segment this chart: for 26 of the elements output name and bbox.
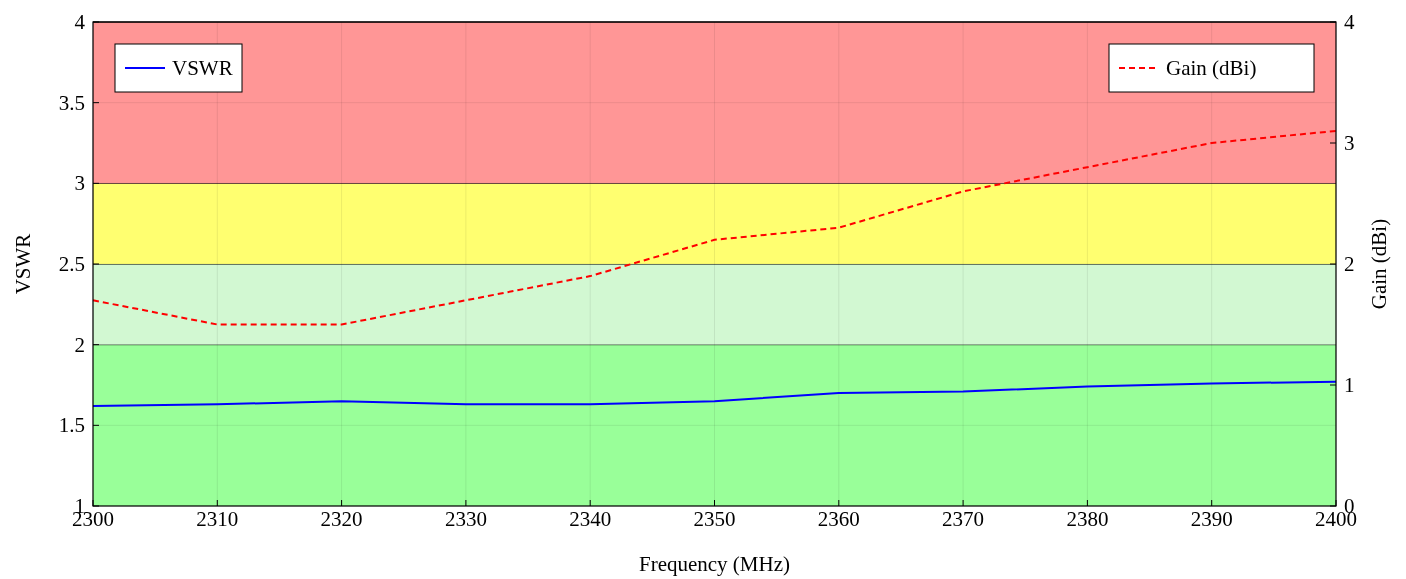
- x-tick-label: 2320: [320, 507, 363, 531]
- y2-tick-label: 2: [1344, 252, 1355, 276]
- y-tick-label: 4: [74, 10, 86, 34]
- y-axis-title: VSWR: [11, 233, 35, 295]
- line-series: [92, 129, 1337, 326]
- y-tick-label: 3.5: [58, 90, 85, 115]
- y2-axis-title: Gain (dBi): [1367, 218, 1391, 310]
- line-series: [92, 380, 1337, 407]
- y-tick-label: 2: [74, 332, 85, 357]
- x-tick-label: 2360: [817, 507, 860, 531]
- legend-label: VSWR: [172, 56, 233, 80]
- x-axis-title: Frequency (MHz): [638, 552, 791, 576]
- x-tick-label: 2330: [444, 507, 487, 531]
- x-tick-label: 2340: [569, 507, 612, 531]
- y2-tick-label: 3: [1344, 131, 1355, 155]
- y2-tick-label: 1: [1344, 373, 1355, 397]
- x-tick-label: 2380: [1066, 507, 1109, 531]
- x-tick-label: 2310: [196, 507, 239, 531]
- y2-tick-label: 4: [1344, 10, 1355, 34]
- x-tick-label: 2370: [942, 507, 985, 531]
- y-tick-label: 3: [74, 171, 85, 196]
- legend-label: Gain (dBi): [1166, 56, 1257, 80]
- y-tick-label: 2.5: [58, 252, 85, 276]
- x-tick-label: 2390: [1190, 507, 1233, 531]
- x-tick-label: 2350: [693, 507, 736, 531]
- y-tick-label: 1.5: [58, 413, 85, 438]
